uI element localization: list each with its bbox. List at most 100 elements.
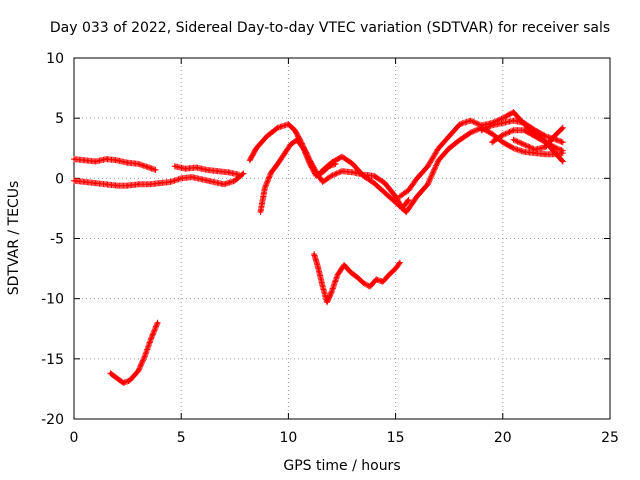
series-track-1	[71, 156, 159, 173]
data-point	[287, 123, 290, 126]
data-point	[205, 168, 209, 172]
y-tick-label: -10	[41, 292, 64, 308]
data-point	[501, 117, 504, 120]
data-point	[415, 177, 419, 180]
data-point	[555, 153, 558, 156]
data-point	[561, 160, 564, 163]
data-point	[126, 161, 129, 164]
data-point	[533, 148, 537, 151]
series-markers	[311, 251, 403, 306]
grid	[74, 58, 610, 419]
data-point	[512, 138, 515, 141]
data-point	[375, 278, 378, 281]
data-point	[137, 162, 140, 166]
data-point	[398, 261, 402, 264]
data-point	[398, 195, 402, 198]
series-markers	[317, 124, 566, 215]
data-point	[533, 129, 537, 132]
data-point	[458, 123, 462, 126]
series-track-6	[257, 136, 339, 215]
data-point	[308, 162, 311, 166]
data-point	[115, 376, 119, 380]
data-point	[184, 167, 187, 170]
series-track-4	[107, 319, 161, 386]
data-point	[259, 210, 262, 214]
data-point	[448, 135, 451, 138]
data-point	[383, 191, 387, 194]
data-point	[512, 147, 515, 150]
data-point	[265, 135, 269, 138]
data-point	[523, 143, 526, 146]
data-point	[544, 135, 547, 138]
data-point	[321, 180, 324, 184]
x-tick-label: 20	[494, 430, 512, 446]
y-axis-label: SDTVAR / TECUs	[6, 181, 22, 296]
series-markers	[71, 156, 159, 173]
data-point	[501, 121, 504, 125]
axis-ticks: 0 5 10 15 20 25 -20 -15 -10 -5 0 5 10	[41, 51, 619, 446]
data-point	[523, 121, 526, 125]
data-point	[248, 159, 251, 162]
data-point	[190, 175, 194, 179]
data-point	[523, 150, 526, 154]
series-track-7	[317, 124, 566, 215]
data-point	[216, 169, 219, 173]
data-point	[383, 181, 387, 185]
data-point	[533, 135, 537, 138]
data-point	[407, 189, 410, 192]
data-point	[315, 174, 318, 178]
data-point	[154, 168, 157, 172]
y-tick-label: -5	[50, 232, 64, 248]
data-point	[227, 171, 230, 174]
data-point	[289, 143, 292, 146]
data-point	[351, 162, 354, 166]
data-point	[469, 119, 472, 122]
data-point	[83, 159, 86, 162]
data-point	[362, 281, 365, 285]
data-point	[426, 165, 429, 168]
data-point	[147, 166, 151, 169]
series-markers	[107, 319, 161, 386]
data-series	[71, 109, 566, 386]
chart-title: Day 033 of 2022, Sidereal Day-to-day VTE…	[50, 20, 610, 36]
data-point	[242, 172, 245, 175]
data-point	[340, 155, 344, 158]
data-point	[317, 267, 320, 270]
data-point	[330, 174, 333, 178]
data-point	[169, 180, 172, 184]
data-point	[295, 138, 299, 141]
data-point	[523, 129, 526, 132]
data-point	[368, 285, 372, 288]
data-point	[115, 184, 119, 187]
data-point	[302, 147, 305, 150]
data-point	[373, 174, 376, 178]
data-point	[276, 162, 279, 166]
data-point	[405, 210, 408, 214]
data-point	[351, 171, 354, 174]
y-tick-label: -15	[41, 352, 64, 368]
data-point	[501, 141, 504, 144]
y-tick-label: 0	[55, 171, 64, 187]
data-point	[330, 161, 333, 164]
data-point	[330, 291, 333, 294]
data-point	[94, 160, 97, 163]
data-point	[437, 147, 440, 150]
data-point	[480, 129, 483, 132]
data-point	[381, 280, 384, 283]
data-point	[388, 273, 391, 276]
data-point	[373, 181, 376, 185]
data-point	[512, 119, 515, 122]
data-point	[512, 111, 515, 114]
data-point	[137, 183, 140, 186]
data-point	[415, 195, 419, 198]
y-tick-label: 10	[46, 51, 64, 67]
data-point	[394, 201, 397, 204]
data-point	[555, 147, 558, 150]
data-point	[263, 186, 266, 190]
data-point	[407, 198, 410, 202]
data-point	[561, 149, 564, 152]
data-point	[255, 147, 258, 150]
data-point	[394, 195, 397, 198]
data-point	[105, 183, 108, 186]
